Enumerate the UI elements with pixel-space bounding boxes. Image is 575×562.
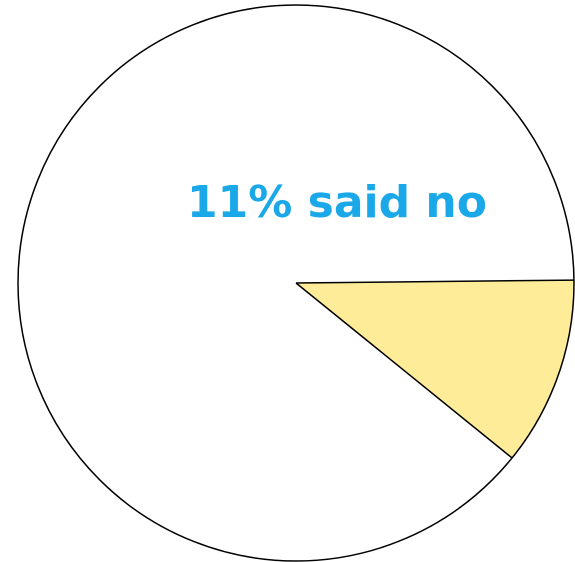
slices — [17, 4, 575, 562]
annotation: 11% said no — [187, 177, 487, 228]
pie-slice — [18, 4, 574, 561]
slice-edge — [295, 279, 574, 284]
pie-slice — [296, 280, 574, 458]
slice-edge — [295, 282, 513, 459]
pie-outline — [17, 4, 575, 562]
